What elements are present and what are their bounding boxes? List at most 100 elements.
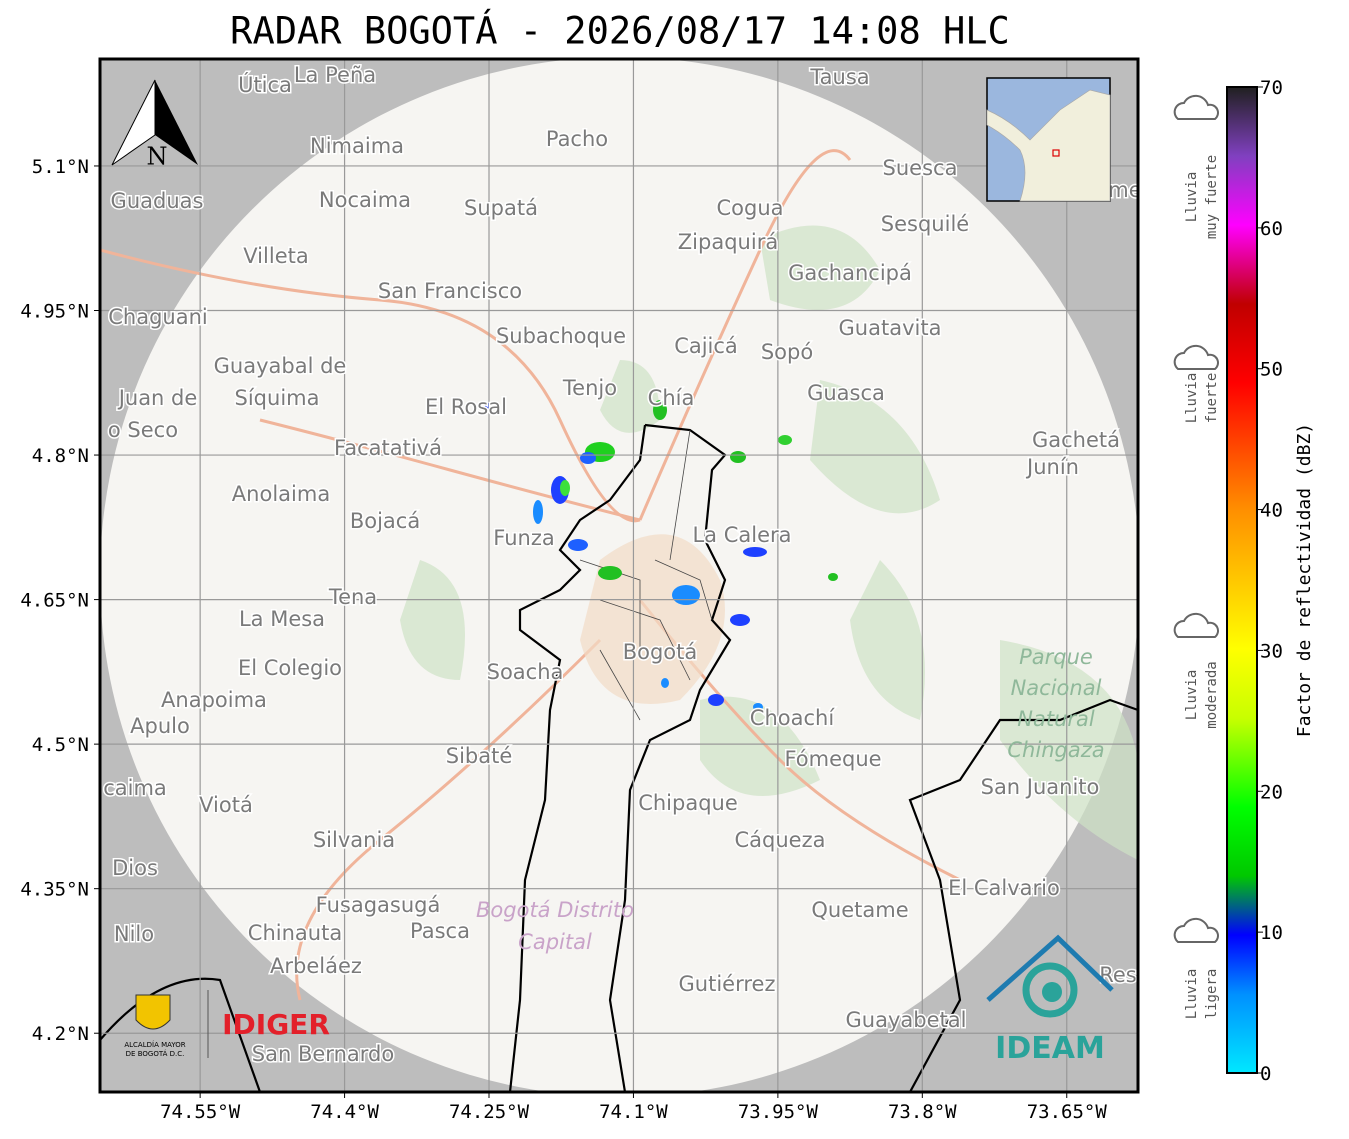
logo-text: ALCALDÍA MAYOR bbox=[124, 1040, 185, 1049]
place-label: Sesquilé bbox=[881, 212, 969, 236]
y-tick-label: 4.8°N bbox=[32, 445, 89, 467]
north-arrow: N bbox=[111, 79, 198, 171]
place-label: Zipaquirá bbox=[678, 230, 778, 254]
place-label: Anapoima bbox=[161, 688, 267, 712]
x-tick-label: 74.25°W bbox=[449, 1101, 530, 1123]
legend-label: ligera bbox=[1204, 969, 1220, 1020]
alcaldia-logo: ALCALDÍA MAYOR DE BOGOTÁ D.C. IDIGER bbox=[124, 990, 330, 1058]
place-label: Fómeque bbox=[784, 747, 881, 771]
place-label: El Colegio bbox=[238, 656, 342, 680]
place-label: o Seco bbox=[108, 418, 178, 442]
place-label: Tena bbox=[328, 585, 377, 609]
legend-item: Lluvia ligera bbox=[1173, 917, 1220, 1020]
place-label: caima bbox=[103, 776, 167, 800]
colorbar-label: Factor de reflectividad (dBZ) bbox=[1294, 423, 1315, 737]
place-label: Guasca bbox=[807, 381, 885, 405]
x-tick-label: 74.4°W bbox=[310, 1101, 379, 1123]
colorbar-tick-label: 0 bbox=[1260, 1063, 1271, 1085]
logo-text: DE BOGOTÁ D.C. bbox=[126, 1049, 185, 1058]
place-label: Tenjo bbox=[562, 376, 617, 400]
place-label: Funza bbox=[493, 526, 554, 550]
place-label: Chaguani bbox=[108, 305, 208, 329]
idiger-logo: IDIGER bbox=[222, 1008, 330, 1041]
place-label: Subachoque bbox=[496, 324, 626, 348]
park-label: Chingaza bbox=[1007, 738, 1104, 762]
legend-label: fuerte bbox=[1204, 373, 1220, 424]
place-label: Quetame bbox=[811, 898, 908, 922]
place-label: Cáqueza bbox=[735, 828, 826, 852]
place-label: Bojacá bbox=[350, 509, 420, 533]
place-label: Facatativá bbox=[334, 436, 442, 460]
place-label: Guayabal de bbox=[214, 354, 347, 378]
title: RADAR BOGOTÁ - 2026/08/17 14:08 HLC bbox=[230, 9, 1010, 53]
place-label: Suesca bbox=[883, 156, 958, 180]
colorbar-tick-label: 20 bbox=[1260, 781, 1283, 803]
place-label: Gachetá bbox=[1032, 428, 1120, 452]
place-label: Bogotá bbox=[623, 640, 698, 664]
ideam-logo: IDEAM bbox=[986, 934, 1114, 1066]
place-label: Choachí bbox=[750, 706, 836, 730]
axes: 74.55°W 74.4°W 74.25°W 74.1°W 73.95°W 73.8°W 7… bbox=[20, 156, 1107, 1123]
place-label: El Calvario bbox=[948, 876, 1060, 900]
place-label: Chipaque bbox=[638, 791, 738, 815]
place-label: me bbox=[1108, 178, 1141, 202]
place-label: Chía bbox=[648, 386, 695, 410]
map: Útica La Peña Tausa Pacho Nimaima Guaduas Noca… bbox=[100, 59, 1141, 1092]
ideam-text: IDEAM bbox=[995, 1031, 1105, 1066]
park-label: Nacional bbox=[1011, 676, 1102, 700]
place-label: La Mesa bbox=[239, 607, 325, 631]
place-label: Gutiérrez bbox=[679, 972, 776, 996]
place-label: El Rosal bbox=[425, 395, 507, 419]
bogota-boundary bbox=[100, 423, 1138, 1092]
place-label: Chinauta bbox=[248, 921, 342, 945]
place-label: Arbeláez bbox=[270, 954, 362, 978]
legend-item: Lluvia muy fuerte bbox=[1173, 94, 1220, 239]
place-label: Pasca bbox=[410, 919, 470, 943]
cloud-icon bbox=[1173, 917, 1219, 943]
place-label: San Juanito bbox=[981, 775, 1100, 799]
colorbar-tick-label: 60 bbox=[1260, 218, 1283, 240]
x-tick-label: 73.8°W bbox=[888, 1101, 957, 1123]
district-label: Bogotá Distrito bbox=[476, 898, 634, 922]
colorbar-tick-label: 50 bbox=[1260, 359, 1283, 381]
grid bbox=[100, 59, 1138, 1092]
places: Útica La Peña Tausa Pacho Nimaima Guaduas Noca… bbox=[102, 62, 1141, 1068]
legend-label: Lluvia bbox=[1184, 969, 1200, 1020]
place-label: Nilo bbox=[114, 922, 154, 946]
colorbar-tick-label: 40 bbox=[1260, 500, 1283, 522]
legend-label: muy fuerte bbox=[1204, 155, 1220, 239]
place-label: Fusagasugá bbox=[316, 893, 441, 917]
roads bbox=[100, 149, 961, 1001]
place-label: Silvania bbox=[313, 828, 395, 852]
place-label: Sopó bbox=[761, 340, 813, 364]
x-tick-label: 74.1°W bbox=[599, 1101, 668, 1123]
place-label: Guatavita bbox=[839, 316, 942, 340]
y-tick-label: 4.5°N bbox=[32, 734, 89, 756]
colorbar bbox=[1226, 86, 1258, 1074]
park-label: Natural bbox=[1017, 707, 1095, 731]
place-label: San Bernardo bbox=[252, 1042, 394, 1066]
x-tick-label: 73.95°W bbox=[738, 1101, 819, 1123]
cloud-icon bbox=[1173, 344, 1219, 370]
place-label: Res bbox=[1099, 963, 1137, 987]
map-frame bbox=[98, 57, 1140, 1094]
park-label: Parque bbox=[1019, 645, 1093, 669]
place-label: Nocaima bbox=[319, 188, 411, 212]
place-label: Anolaima bbox=[232, 482, 330, 506]
legend-item: Lluvia moderada bbox=[1173, 612, 1220, 729]
colorbar-tick-label: 70 bbox=[1260, 77, 1283, 99]
place-label: Guaduas bbox=[111, 189, 204, 213]
inset-map bbox=[986, 77, 1111, 202]
place-label: San Francisco bbox=[378, 279, 522, 303]
cloud-icon bbox=[1173, 612, 1219, 638]
legend-label: Lluvia bbox=[1184, 373, 1200, 424]
place-label: Supatá bbox=[464, 196, 538, 220]
place-label: Villeta bbox=[243, 244, 308, 268]
place-label: Soacha bbox=[487, 660, 564, 684]
place-label: Gachancipá bbox=[788, 261, 912, 285]
place-label: Junín bbox=[1025, 455, 1079, 479]
place-label: Guayabetal bbox=[846, 1008, 967, 1032]
place-label: Cogua bbox=[716, 196, 783, 220]
place-label: Útica bbox=[238, 72, 292, 97]
y-tick-label: 5.1°N bbox=[32, 156, 89, 178]
